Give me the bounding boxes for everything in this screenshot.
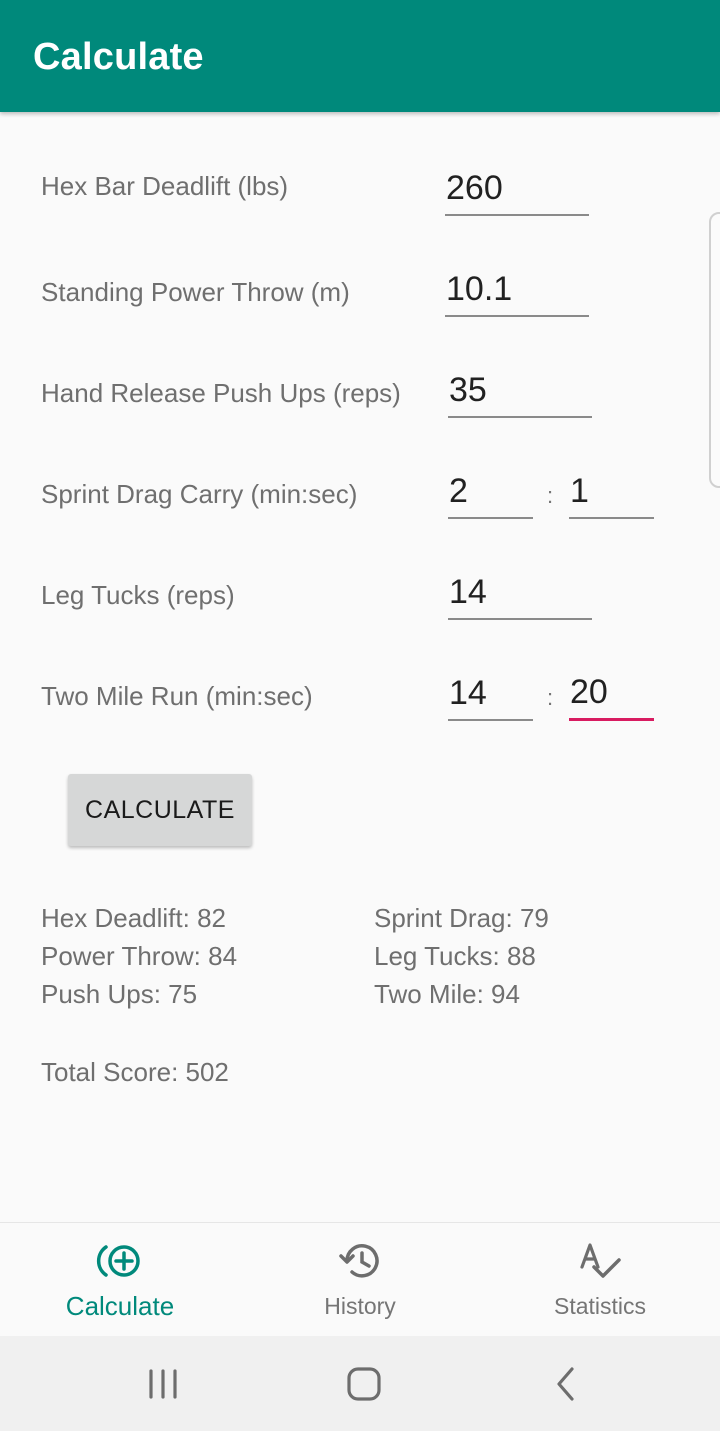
push-ups-value: 35 — [449, 371, 487, 409]
result-power-throw: Power Throw: 84 — [41, 941, 238, 971]
app-bar: Calculate — [0, 0, 720, 112]
push-ups-input[interactable]: 35 — [448, 368, 592, 418]
back-button[interactable] — [506, 1336, 626, 1431]
system-navigation-bar — [0, 1336, 720, 1431]
power-throw-value: 10.1 — [446, 270, 513, 308]
sprint-drag-sec-input[interactable]: 1 — [569, 469, 654, 519]
recent-apps-icon — [149, 1368, 177, 1399]
sprint-drag-label: Sprint Drag Carry (min:sec) — [41, 479, 358, 509]
bottom-navigation: Calculate History Statistics — [0, 1222, 720, 1336]
sprint-drag-separator: : — [547, 483, 554, 508]
nav-label-statistics: Statistics — [553, 1293, 647, 1319]
nav-item-calculate[interactable]: Calculate — [0, 1223, 240, 1337]
two-mile-min-value: 14 — [449, 674, 487, 712]
calculate-button[interactable]: CALCULATE — [68, 774, 252, 846]
two-mile-label: Two Mile Run (min:sec) — [41, 681, 313, 711]
push-ups-label: Hand Release Push Ups (reps) — [41, 378, 401, 408]
two-mile-separator: : — [547, 685, 554, 710]
calculate-button-label: CALCULATE — [85, 796, 235, 824]
two-mile-sec-value: 20 — [570, 673, 608, 711]
calculate-add-icon — [0, 1241, 240, 1281]
back-icon — [557, 1366, 574, 1401]
deadlift-value: 260 — [446, 169, 503, 207]
nav-label-calculate: Calculate — [65, 1291, 175, 1321]
power-throw-label: Standing Power Throw (m) — [41, 277, 350, 307]
nav-item-statistics[interactable]: Statistics — [480, 1223, 720, 1337]
result-push-ups: Push Ups: 75 — [41, 979, 198, 1009]
history-icon — [240, 1241, 480, 1281]
leg-tucks-input[interactable]: 14 — [448, 570, 592, 620]
home-icon — [347, 1366, 381, 1401]
nav-label-history: History — [324, 1293, 396, 1319]
deadlift-input[interactable]: 260 — [445, 166, 589, 216]
nav-item-history[interactable]: History — [240, 1223, 480, 1337]
result-two-mile: Two Mile: 94 — [374, 979, 520, 1009]
result-sprint-drag: Sprint Drag: 79 — [374, 903, 549, 933]
two-mile-sec-input[interactable]: 20 — [569, 671, 654, 721]
leg-tucks-value: 14 — [449, 573, 487, 611]
home-button[interactable] — [304, 1336, 424, 1431]
result-leg-tucks: Leg Tucks: 88 — [374, 941, 536, 971]
recent-apps-button[interactable] — [103, 1336, 223, 1431]
two-mile-min-input[interactable]: 14 — [448, 671, 533, 721]
sprint-drag-sec-value: 1 — [570, 472, 589, 510]
leg-tucks-label: Leg Tucks (reps) — [41, 580, 235, 610]
app-bar-title: Calculate — [33, 36, 204, 78]
deadlift-label: Hex Bar Deadlift (lbs) — [41, 171, 289, 201]
scroll-edge-handle[interactable] — [709, 212, 720, 488]
result-total-score: Total Score: 502 — [41, 1057, 229, 1087]
sprint-drag-min-input[interactable]: 2 — [448, 469, 533, 519]
sprint-drag-min-value: 2 — [449, 472, 468, 510]
power-throw-input[interactable]: 10.1 — [445, 267, 589, 317]
result-hex-deadlift: Hex Deadlift: 82 — [41, 903, 226, 933]
spellcheck-icon — [480, 1241, 720, 1281]
